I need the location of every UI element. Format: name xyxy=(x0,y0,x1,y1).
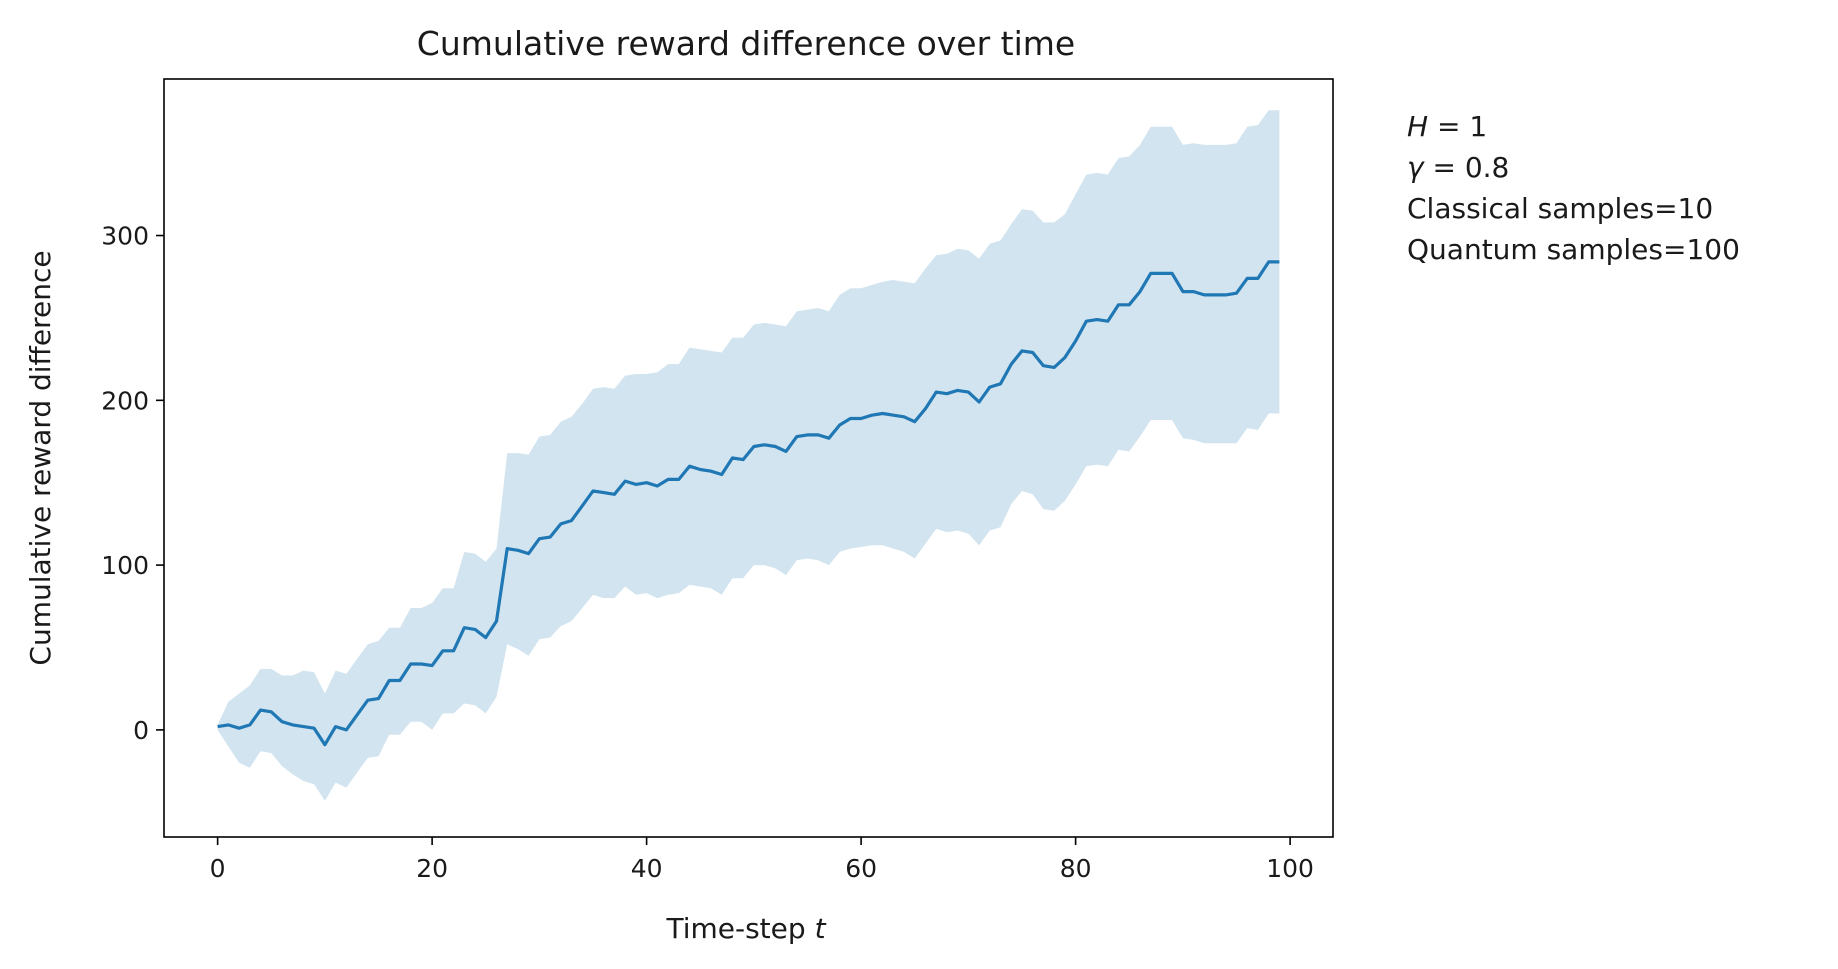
x-tick-label: 60 xyxy=(845,854,877,883)
x-tick-label: 20 xyxy=(416,854,448,883)
x-tick-label: 0 xyxy=(210,854,226,883)
svg-text:γ = 0.8: γ = 0.8 xyxy=(1407,151,1509,184)
y-axis-label: Cumulative reward difference xyxy=(24,250,57,665)
svg-text:H = 1: H = 1 xyxy=(1407,110,1487,143)
y-tick-label: 100 xyxy=(101,551,149,580)
parameter-annotation: H = 1 γ = 0.8 Classical samples=10 Quant… xyxy=(1407,110,1740,266)
x-tick-label: 80 xyxy=(1060,854,1092,883)
plot-frame xyxy=(163,78,1334,838)
y-tick-label: 200 xyxy=(101,386,149,415)
chart-title: Cumulative reward difference over time xyxy=(417,24,1075,63)
annot-gamma-value: = 0.8 xyxy=(1424,151,1510,184)
annot-gamma-var: γ xyxy=(1407,151,1425,184)
annot-h-var: H xyxy=(1407,110,1428,143)
x-axis: 0 20 40 60 80 100 xyxy=(210,837,1314,883)
y-tick-label: 300 xyxy=(101,222,149,251)
y-tick-label: 0 xyxy=(133,716,149,745)
x-tick-label: 100 xyxy=(1266,854,1314,883)
annot-h-value: = 1 xyxy=(1428,110,1487,143)
y-axis: 0 100 200 300 xyxy=(101,222,164,745)
x-axis-label: Time-step t xyxy=(665,912,826,945)
annot-quantum: Quantum samples=100 xyxy=(1407,233,1740,266)
annot-classical: Classical samples=10 xyxy=(1407,192,1713,225)
mean-line xyxy=(217,260,1280,747)
x-tick-label: 40 xyxy=(631,854,663,883)
